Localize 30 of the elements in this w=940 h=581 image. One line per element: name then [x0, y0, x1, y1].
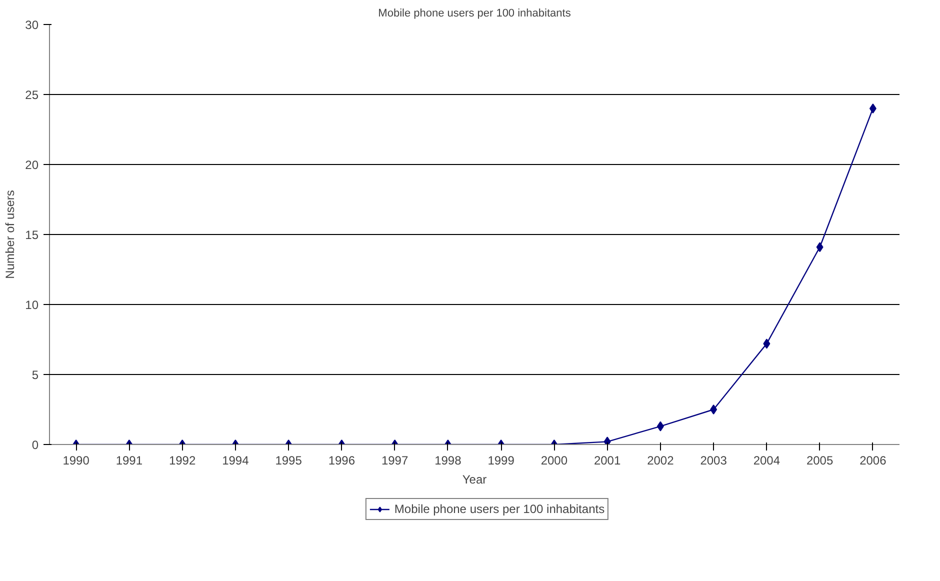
x-tick-label: 1992	[168, 454, 196, 468]
y-tick-label: 30	[25, 18, 39, 32]
x-tick-label: 1999	[488, 454, 515, 468]
point	[816, 242, 824, 252]
legend-label: Mobile phone users per 100 inhabitants	[394, 502, 605, 516]
x-tick-label: 2006	[860, 454, 887, 468]
y-tick-label: 10	[25, 298, 39, 312]
x-tick-label: 2000	[540, 454, 568, 468]
x-tick-label: 1991	[116, 454, 143, 468]
x-tick-label: 1997	[381, 454, 408, 468]
y-tick-label: 0	[32, 438, 39, 452]
x-tick-label: 1996	[328, 454, 356, 468]
y-tick-label: 20	[25, 158, 39, 172]
y-tick-label: 15	[25, 228, 39, 242]
x-tick-label: 1990	[62, 454, 90, 468]
x-tick-label: 2003	[700, 454, 728, 468]
point	[604, 436, 611, 444]
x-axis-title: Year	[462, 472, 487, 486]
x-tick-label: 2005	[806, 454, 834, 468]
x-tick-label: 2002	[647, 454, 674, 468]
point	[763, 338, 770, 349]
chart-title: Mobile phone users per 100 inhabitants	[378, 8, 572, 20]
x-tick-label: 1998	[434, 454, 462, 468]
x-tick-label: 1995	[275, 454, 302, 468]
y-tick-label: 25	[25, 88, 39, 102]
y-tick-label: 5	[32, 368, 39, 382]
x-tick-label: 2004	[753, 454, 780, 468]
y-axis-title: Number of users	[3, 190, 18, 279]
x-tick-label: 1994	[222, 454, 250, 468]
x-tick-label: 2001	[594, 454, 621, 468]
